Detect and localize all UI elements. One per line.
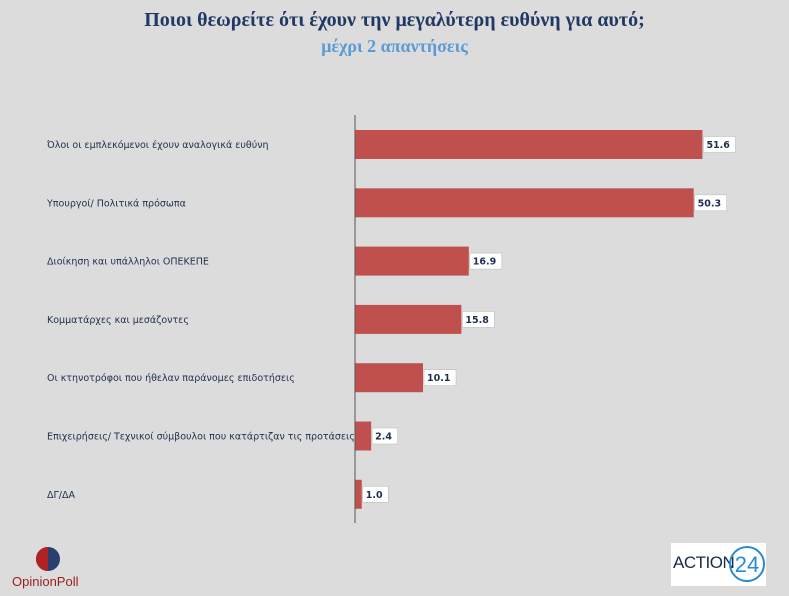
category-label: Διοίκηση και υπάλληλοι ΟΠΕΚΕΠΕ [47, 257, 209, 268]
chart-subtitle: μέχρι 2 απαντήσεις [321, 36, 468, 56]
category-label: Όλοι οι εμπλεκόμενοι έχουν αναλογικά ευθ… [46, 140, 269, 151]
value-label: 2.4 [375, 432, 392, 443]
opinionpoll-logo-text: OpinionPoll [12, 574, 79, 589]
value-label: 10.1 [427, 373, 450, 384]
value-label-box [469, 252, 503, 270]
category-label: Κομματάρχες και μεσάζοντες [47, 315, 189, 326]
action24-logo: ACTION 24 [671, 543, 766, 586]
value-label-box [694, 194, 727, 212]
svg-text:24: 24 [735, 552, 759, 577]
bar [355, 363, 424, 393]
chart-title: Ποιοι θεωρείτε ότι έχουν την μεγαλύτερη … [144, 9, 645, 31]
bars [355, 130, 703, 509]
category-label: Υπουργοί/ Πολιτικά πρόσωπα [46, 198, 186, 209]
value-label: 16.9 [473, 257, 496, 268]
opinionpoll-logo-icon [36, 547, 60, 571]
bar [355, 304, 462, 334]
value-label: 50.3 [698, 198, 721, 209]
bar [355, 479, 362, 509]
category-label: Οι κτηνοτρόφοι που ήθελαν παράνομες επιδ… [47, 373, 295, 384]
value-label-box [462, 311, 495, 328]
value-label-box [423, 369, 457, 387]
value-labels: 51.6 50.3 16.9 15.8 10.1 2.4 1.0 [362, 136, 736, 503]
category-label: ΔΓ/ΔΑ [47, 490, 75, 501]
value-label: 1.0 [366, 490, 383, 501]
action24-logo-text: ACTION [673, 553, 735, 572]
value-label: 51.6 [706, 140, 730, 151]
value-label-box [371, 427, 398, 445]
bar [355, 246, 469, 276]
bar [355, 421, 372, 451]
category-labels: Όλοι οι εμπλεκόμενοι έχουν αναλογικά ευθ… [46, 140, 355, 501]
bar [355, 188, 694, 218]
value-label: 15.8 [465, 315, 489, 326]
category-label: Επιχειρήσεις/ Τεχνικοί σύμβουλοι που κατ… [47, 432, 355, 443]
value-label-box [362, 485, 389, 503]
action24-logo-icon: 24 [729, 546, 765, 582]
value-label-box [703, 136, 736, 153]
bar [355, 130, 703, 159]
